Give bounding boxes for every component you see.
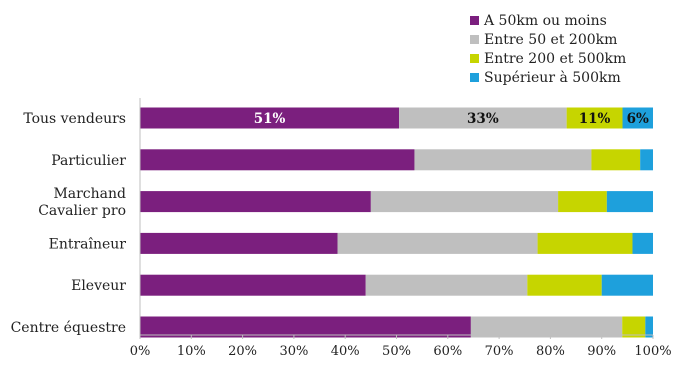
x-tick-label: 80%: [536, 344, 565, 359]
category-label: Tous vendeurs: [23, 111, 126, 127]
x-axis: 0% 10% 20% 30% 40% 50% 60% 70% 80% 90% 100%: [130, 98, 672, 359]
legend-swatch: [470, 73, 479, 82]
legend-label: Entre 50 et 200km: [484, 32, 617, 48]
bar-segment-5-0: [140, 316, 471, 338]
bar-segment-3-2: [537, 232, 633, 254]
bar-segment-3-0: [140, 232, 338, 254]
data-label: 33%: [467, 111, 499, 127]
bar-segment-5-1: [470, 316, 623, 338]
bar-segment-1-1: [414, 149, 592, 171]
bar-segment-4-1: [365, 274, 528, 296]
bar-segment-1-3: [640, 149, 653, 171]
bar-segment-0-2: [566, 107, 623, 129]
x-tick-label: 40%: [331, 344, 360, 359]
x-tick-label: 100%: [634, 344, 671, 359]
x-tick-label: 30%: [279, 344, 308, 359]
category-label: Eleveur: [71, 278, 126, 294]
x-tick-label: 0%: [130, 344, 151, 359]
legend-swatch: [470, 54, 479, 63]
legend-label: A 50km ou moins: [483, 13, 607, 29]
legend-swatch: [470, 35, 479, 44]
category-label: Particulier: [51, 153, 126, 169]
bar-segment-0-0: [140, 107, 400, 129]
x-tick-label: 60%: [433, 344, 462, 359]
legend: A 50km ou moins Entre 50 et 200km Entre 20…: [470, 13, 626, 86]
x-tick-label: 20%: [228, 344, 257, 359]
bar-segment-5-3: [645, 316, 653, 338]
bar-segment-2-0: [140, 191, 371, 213]
bar-segment-2-3: [606, 191, 653, 213]
bar-segment-2-2: [558, 191, 607, 213]
data-label: 11%: [579, 111, 611, 127]
legend-label: Entre 200 et 500km: [484, 51, 626, 67]
bar-segment-3-1: [337, 232, 538, 254]
category-axis: Tous vendeurs Particulier Marchand Cavalier…: [11, 111, 127, 336]
bar-segment-0-3: [622, 107, 653, 129]
data-label: 6%: [627, 111, 649, 127]
data-label: 51%: [254, 111, 286, 127]
category-label: Entraîneur: [49, 236, 127, 252]
plot-area: [140, 107, 653, 338]
bar-segment-4-2: [527, 274, 602, 296]
bar-segment-4-0: [140, 274, 366, 296]
bar-segment-5-2: [622, 316, 646, 338]
x-tick-label: 90%: [587, 344, 616, 359]
legend-label: Supérieur à 500km: [484, 69, 621, 86]
bar-segment-4-3: [601, 274, 653, 296]
bar-segment-1-0: [140, 149, 415, 171]
legend-swatch: [470, 16, 479, 25]
data-labels: 51% 33% 11% 6%: [254, 111, 649, 127]
x-tick-label: 50%: [382, 344, 411, 359]
category-label: Centre équestre: [11, 320, 126, 336]
bar-segment-0-1: [399, 107, 567, 129]
bar-segment-1-2: [591, 149, 641, 171]
bar-segment-2-1: [370, 191, 559, 213]
bar-segment-3-3: [632, 232, 653, 254]
x-tick-label: 10%: [177, 344, 206, 359]
category-label: Marchand Cavalier pro: [38, 186, 126, 219]
x-tick-label: 70%: [485, 344, 514, 359]
